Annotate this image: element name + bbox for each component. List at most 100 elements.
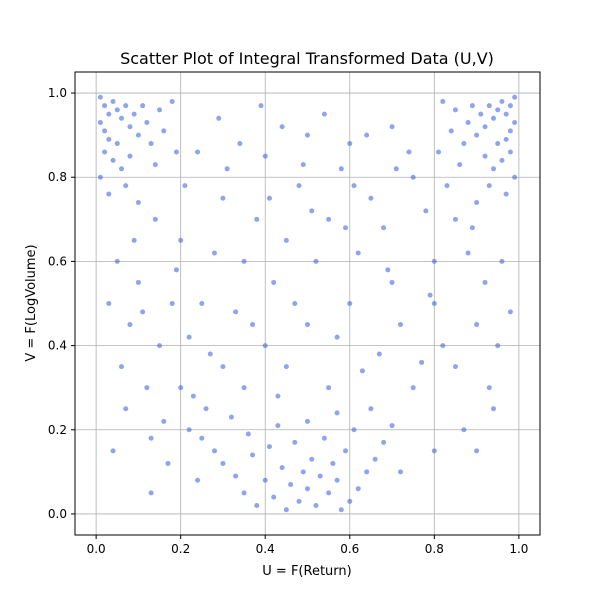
data-point xyxy=(110,98,116,104)
data-point xyxy=(254,216,260,222)
data-point xyxy=(330,460,336,466)
x-tick-label: 0.2 xyxy=(171,542,190,556)
data-point xyxy=(250,452,256,458)
data-point xyxy=(186,427,192,433)
x-tick-label: 0.6 xyxy=(340,542,359,556)
data-point xyxy=(512,94,518,100)
data-point xyxy=(173,267,179,273)
y-tick-label: 0.2 xyxy=(48,423,67,437)
data-point xyxy=(135,132,141,138)
data-point xyxy=(313,503,319,509)
data-point xyxy=(178,237,184,243)
data-point xyxy=(431,448,437,454)
data-point xyxy=(110,157,116,163)
data-point xyxy=(300,469,306,475)
data-point xyxy=(338,166,344,172)
y-tick-label: 0.0 xyxy=(48,507,67,521)
data-point xyxy=(283,237,289,243)
data-point xyxy=(148,141,154,147)
data-point xyxy=(203,406,209,412)
data-point xyxy=(152,162,158,168)
data-point xyxy=(123,103,129,109)
data-point xyxy=(114,258,120,264)
data-point xyxy=(123,406,129,412)
data-point xyxy=(334,477,340,483)
data-point xyxy=(123,183,129,189)
data-point xyxy=(283,507,289,513)
data-point xyxy=(347,498,353,504)
data-point xyxy=(228,414,234,420)
data-point xyxy=(131,111,137,117)
data-point xyxy=(313,258,319,264)
data-point xyxy=(102,128,108,134)
data-point xyxy=(224,166,230,172)
data-point xyxy=(372,456,378,462)
data-point xyxy=(254,503,260,509)
data-point xyxy=(195,149,201,155)
data-point xyxy=(452,107,458,113)
data-point xyxy=(503,111,509,117)
data-point xyxy=(241,490,247,496)
y-axis-label: V = F(LogVolume) xyxy=(24,244,39,361)
data-point xyxy=(305,418,310,424)
data-point xyxy=(351,183,357,189)
data-point xyxy=(152,216,158,222)
data-point xyxy=(279,465,285,471)
data-point xyxy=(241,385,247,391)
data-point xyxy=(406,149,412,155)
data-point xyxy=(135,199,141,205)
data-point xyxy=(326,490,332,496)
data-point xyxy=(495,141,501,147)
data-point xyxy=(359,368,365,374)
data-point xyxy=(173,149,179,155)
data-point xyxy=(305,486,310,492)
data-point xyxy=(364,469,370,475)
data-point xyxy=(486,183,492,189)
data-point xyxy=(169,301,175,306)
data-point xyxy=(237,141,243,147)
data-point xyxy=(140,309,146,315)
data-point xyxy=(338,507,344,513)
grid-layer xyxy=(75,72,540,535)
data-point xyxy=(385,267,391,273)
data-point xyxy=(305,132,310,138)
data-point xyxy=(431,258,437,264)
data-point xyxy=(474,322,480,328)
data-point xyxy=(469,225,475,231)
data-point xyxy=(220,364,226,370)
data-point xyxy=(355,486,361,492)
data-point xyxy=(199,301,205,306)
data-point xyxy=(127,124,133,130)
data-point xyxy=(127,153,133,159)
data-point xyxy=(507,128,513,134)
data-point xyxy=(106,191,112,197)
data-point xyxy=(271,494,277,500)
data-point xyxy=(381,439,387,445)
data-point xyxy=(321,111,327,117)
data-point xyxy=(296,498,302,504)
data-point xyxy=(186,334,192,340)
data-point xyxy=(195,477,201,483)
data-point xyxy=(351,427,357,433)
data-point xyxy=(326,216,332,222)
data-point xyxy=(233,309,239,315)
data-point xyxy=(148,490,154,496)
data-point xyxy=(114,141,120,147)
y-tick-label: 0.4 xyxy=(48,339,67,353)
data-point xyxy=(478,111,484,117)
data-point xyxy=(309,208,315,214)
data-point xyxy=(144,120,150,126)
data-point xyxy=(119,364,124,370)
x-axis-label: U = F(Return) xyxy=(262,564,351,579)
data-point xyxy=(461,427,467,433)
data-point xyxy=(305,322,310,328)
data-point xyxy=(178,385,184,391)
data-point xyxy=(381,225,387,231)
y-tick-label: 1.0 xyxy=(48,86,67,100)
data-point xyxy=(258,103,264,109)
data-point xyxy=(262,477,268,483)
data-point xyxy=(148,435,154,441)
data-point xyxy=(440,343,446,349)
data-point xyxy=(275,393,281,399)
data-point xyxy=(389,423,395,429)
